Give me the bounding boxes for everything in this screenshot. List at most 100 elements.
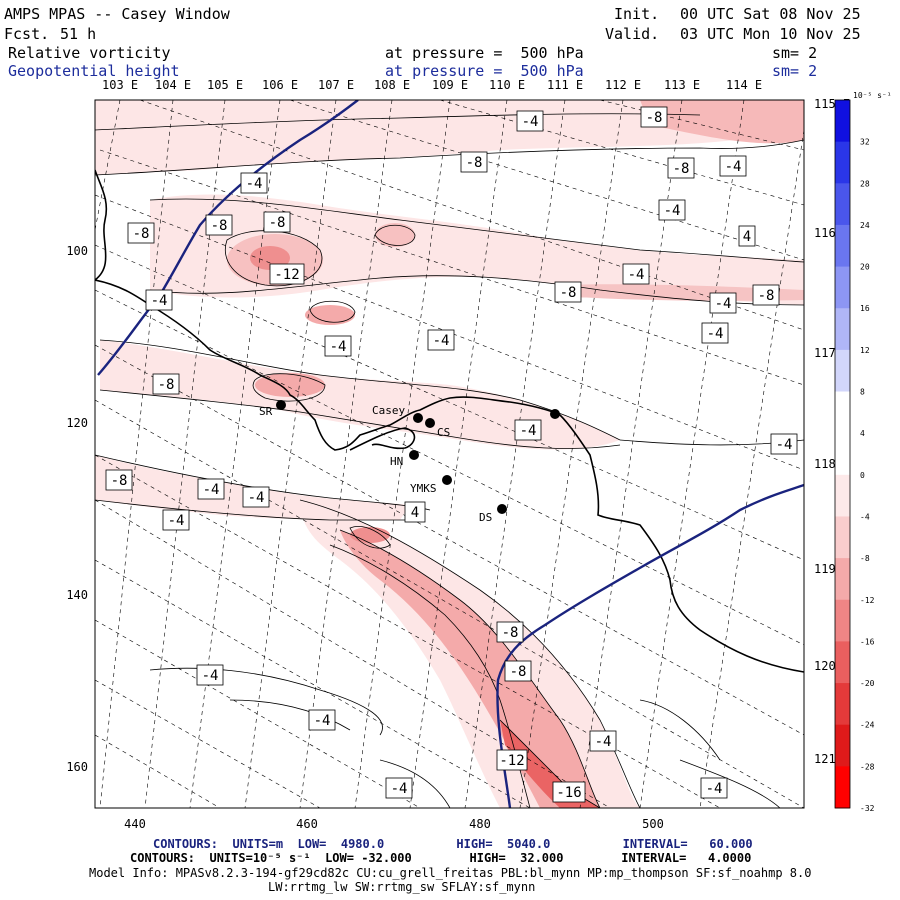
- lon-label: 109 E: [432, 78, 469, 92]
- colorbar-units: 10⁻⁵ s⁻¹: [853, 91, 892, 100]
- shade-band-north: [95, 100, 804, 175]
- map-title: AMPS MPAS -- Casey Window: [4, 5, 230, 23]
- contour-label-box: -4: [622, 263, 650, 285]
- contour-label: -4: [314, 713, 331, 729]
- grid-line: [95, 244, 804, 561]
- colorbar-swatch: [835, 308, 850, 351]
- x-axis: 440 460 480 500: [124, 817, 664, 831]
- contour-line: [95, 499, 420, 521]
- contour-line: [95, 113, 701, 131]
- grid-line: [95, 734, 221, 808]
- contour-line: [639, 699, 721, 761]
- contour-line: [679, 759, 781, 808]
- contour-line: [252, 373, 326, 402]
- contour-label: -12: [499, 753, 524, 769]
- contour-label: -4: [203, 482, 220, 498]
- lon-label: 108 E: [374, 78, 411, 92]
- y-tick-label: 120: [66, 416, 88, 430]
- grid-line: [99, 149, 804, 386]
- colorbar-swatch: [835, 100, 850, 143]
- geopotential-contour-4980: [97, 100, 359, 376]
- colorbar-tick-label: -8: [860, 554, 870, 563]
- colorbar-tick-label: -24: [860, 721, 875, 730]
- colorbar-swatch: [835, 433, 850, 476]
- station-markers: [276, 400, 560, 514]
- field2-smoothing: sm= 2: [772, 62, 818, 80]
- colorbar-tick-label: -32: [860, 804, 875, 813]
- contour-label: -4: [246, 176, 263, 192]
- lon-label: 113 E: [664, 78, 701, 92]
- contour-label: -8: [510, 664, 527, 680]
- shade-blob-sr: [255, 373, 325, 397]
- station-sr-dot: [276, 400, 286, 410]
- colorbar-swatch: [835, 766, 850, 809]
- contour-label: -8: [211, 218, 228, 234]
- shade-blob-south-center: [350, 527, 390, 543]
- contour-label-box: 4: [404, 501, 426, 523]
- contour-label-box: -8: [152, 373, 180, 395]
- contour-label: -8: [758, 288, 775, 304]
- contour-label-box: -12: [496, 749, 528, 771]
- station-label-sr: SR: [259, 405, 273, 418]
- grid-line: [409, 100, 508, 808]
- contour-label: -8: [502, 625, 519, 641]
- station-label-hn: HN: [390, 455, 403, 468]
- grid-line: [95, 100, 121, 231]
- footer-vorticity-contours: CONTOURS: UNITS=10⁻⁵ s⁻¹ LOW= -32.000 HI…: [130, 851, 751, 865]
- contour-line: [95, 139, 804, 176]
- grid-line: [599, 100, 804, 151]
- contour-label: -4: [391, 781, 408, 797]
- contour-line: [149, 275, 804, 306]
- colorbar-swatch: [835, 683, 850, 726]
- contour-label: -8: [158, 377, 175, 393]
- contour-label: -4: [707, 326, 724, 342]
- colorbar-swatch: [835, 641, 850, 684]
- colorbar-tick-label: -28: [860, 762, 875, 771]
- colorbar-swatch: [835, 516, 850, 559]
- contour-line: [379, 759, 451, 808]
- contour-label-box: -8: [460, 151, 488, 173]
- x-tick-label: 460: [296, 817, 318, 831]
- colorbar-tick-label: -4: [860, 512, 870, 521]
- contour-label: -4: [520, 423, 537, 439]
- contour-label: -12: [274, 267, 299, 283]
- contour-label-box: -4: [427, 329, 455, 351]
- contour-label: 4: [743, 229, 751, 245]
- contour-label-box: -4: [324, 335, 352, 357]
- colorbar-tick-label: 8: [860, 388, 865, 397]
- colorbar-tick-label: -12: [860, 596, 875, 605]
- contour-line: [99, 389, 621, 449]
- contour-label-box: -4: [240, 172, 268, 194]
- contour-line: [149, 198, 804, 263]
- contour-label: -8: [466, 155, 483, 171]
- contour-label: -4: [715, 296, 732, 312]
- coastline-path: [95, 169, 804, 673]
- shade-blob-upper-center: [375, 223, 415, 247]
- colorbar-tick-label: 24: [860, 221, 870, 230]
- contour-label-box: -4: [308, 709, 336, 731]
- contour-line: [329, 544, 531, 808]
- contour-label-box: -12: [269, 263, 305, 285]
- colorbar-swatch: [835, 558, 850, 601]
- colorbar-tick-label: 16: [860, 304, 870, 313]
- colorbar-tick-label: -20: [860, 679, 875, 688]
- y-axis: 100 120 140 160: [66, 244, 88, 774]
- contour-label: -8: [673, 161, 690, 177]
- grid-line: [354, 100, 451, 808]
- contour-label-box: -4: [709, 292, 737, 314]
- lon-label: 114 E: [726, 78, 763, 92]
- contour-label: -4: [628, 267, 645, 283]
- contour-label-box: -4: [719, 155, 747, 177]
- station-ds-dot: [497, 504, 507, 514]
- field1-name: Relative vorticity: [8, 44, 171, 62]
- x-tick-label: 440: [124, 817, 146, 831]
- field1-smoothing: sm= 2: [772, 44, 818, 62]
- contour-label-box: -8: [263, 211, 291, 233]
- grid-line: [95, 619, 421, 808]
- contour-label-box: -8: [667, 157, 695, 179]
- footer-height-contours: CONTOURS: UNITS=m LOW= 4980.0 HIGH= 5040…: [153, 837, 753, 851]
- colorbar-swatch: [835, 349, 850, 393]
- footer-model-info-2: LW:rrtmg_lw SW:rrtmg_sw SFLAY:sf_mynn: [268, 880, 535, 894]
- contour-label: -8: [646, 110, 663, 126]
- grid-line: [139, 100, 804, 331]
